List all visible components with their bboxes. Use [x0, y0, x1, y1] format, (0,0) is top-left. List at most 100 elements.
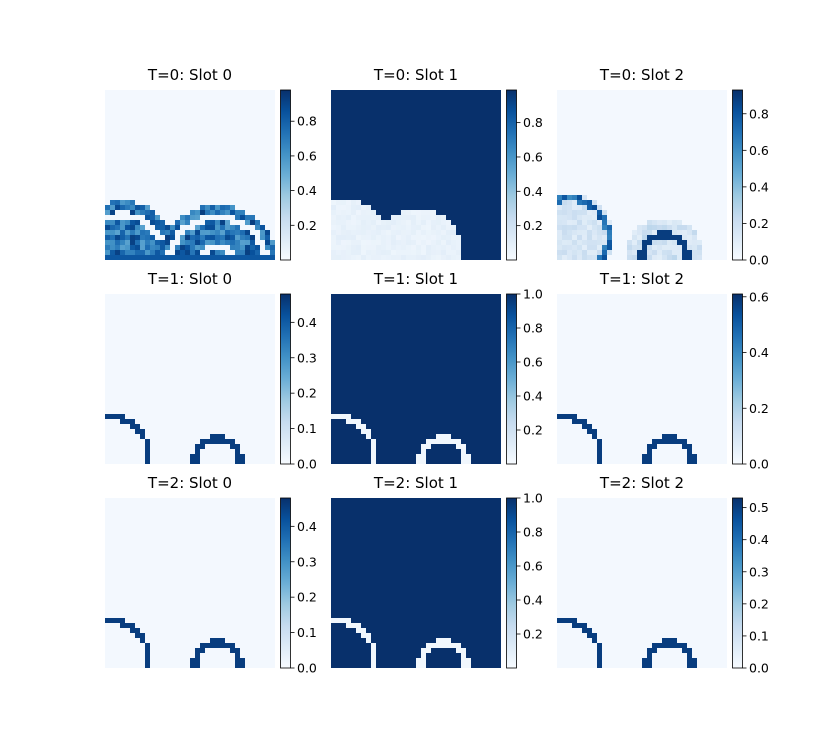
heat-cell [697, 95, 703, 101]
heat-cell [260, 105, 266, 111]
heat-cell [215, 314, 221, 320]
heat-cell [215, 220, 221, 226]
heat-cell [476, 135, 482, 141]
heat-cell [255, 220, 261, 226]
heat-cell [436, 120, 442, 126]
heat-cell [587, 150, 593, 156]
heat-cell [145, 250, 151, 256]
heat-cell [461, 309, 467, 315]
heat-cell [707, 145, 713, 151]
heat-cell [150, 90, 156, 96]
heat-cell [195, 339, 201, 345]
heat-cell [722, 185, 727, 191]
heat-cell [481, 190, 487, 196]
heat-cell [245, 379, 251, 385]
heat-cell [411, 220, 417, 226]
heat-cell [130, 125, 136, 131]
heat-cell [577, 165, 583, 171]
heat-cell [185, 389, 191, 395]
heat-cell [130, 100, 136, 106]
heat-cell [642, 90, 648, 96]
heat-cell [210, 125, 216, 131]
heat-cell [592, 140, 598, 146]
heat-cell [677, 115, 683, 121]
heat-cell [245, 230, 251, 236]
heat-cell [406, 319, 412, 325]
heat-cell [135, 454, 141, 460]
heat-cell [160, 379, 166, 385]
heat-cell [406, 324, 412, 330]
heat-cell [135, 180, 141, 186]
heat-cell [235, 394, 241, 400]
heat-cell [341, 205, 347, 211]
heat-cell [577, 195, 583, 201]
heat-cell [155, 140, 161, 146]
heat-cell [672, 200, 678, 206]
heat-cell [697, 110, 703, 116]
heat-cell [491, 95, 497, 101]
heat-cell [461, 324, 467, 330]
heat-cell [642, 160, 648, 166]
heat-cell [677, 125, 683, 131]
heat-cell [180, 344, 186, 350]
heat-cell [270, 135, 275, 141]
heat-cell [170, 190, 176, 196]
heat-cell [436, 180, 442, 186]
heat-cell [130, 349, 136, 355]
heat-cell [587, 230, 593, 236]
heat-cell [115, 314, 121, 320]
heat-cell [255, 334, 261, 340]
heat-cell [180, 145, 186, 151]
heat-cell [125, 200, 131, 206]
heat-cell [572, 140, 578, 146]
heat-cell [587, 255, 593, 260]
heat-cell [637, 245, 643, 251]
heat-cell [496, 155, 501, 161]
heat-cell [135, 135, 141, 141]
heat-cell [260, 150, 266, 156]
heat-cell [180, 419, 186, 425]
heat-cell [270, 389, 275, 395]
heat-cell [717, 210, 723, 216]
heat-cell [567, 180, 573, 186]
heat-cell [170, 349, 176, 355]
heat-cell [416, 155, 422, 161]
heat-cell [346, 255, 352, 260]
heat-cell [155, 424, 161, 430]
heat-cell [607, 205, 613, 211]
heat-cell [225, 394, 231, 400]
heat-cell [486, 165, 492, 171]
heat-cell [120, 140, 126, 146]
heat-cell [190, 235, 196, 241]
heat-cell [426, 225, 432, 231]
heat-cell [416, 205, 422, 211]
heat-cell [210, 100, 216, 106]
heat-cell [250, 324, 256, 330]
heat-cell [366, 215, 372, 221]
heat-cell [220, 145, 226, 151]
heat-cell [557, 155, 563, 161]
heat-cell [707, 105, 713, 111]
heat-cell [170, 449, 176, 455]
heat-cell [491, 170, 497, 176]
heat-cell [456, 314, 462, 320]
heat-cell [190, 105, 196, 111]
heat-cell [175, 225, 181, 231]
heat-cell [140, 110, 146, 116]
heat-cell [567, 215, 573, 221]
heat-cell [682, 190, 688, 196]
heat-cell [185, 294, 191, 300]
heat-cell [481, 120, 487, 126]
heat-cell [255, 170, 261, 176]
heat-cell [642, 255, 648, 260]
heat-cell [135, 369, 141, 375]
heat-cell [210, 369, 216, 375]
heat-cell [270, 354, 275, 360]
heat-cell [406, 299, 412, 305]
heat-cell [265, 200, 271, 206]
heat-cell [150, 225, 156, 231]
heat-cell [682, 115, 688, 121]
heat-cell [567, 220, 573, 226]
heat-cell [366, 110, 372, 116]
heat-cell [557, 170, 563, 176]
